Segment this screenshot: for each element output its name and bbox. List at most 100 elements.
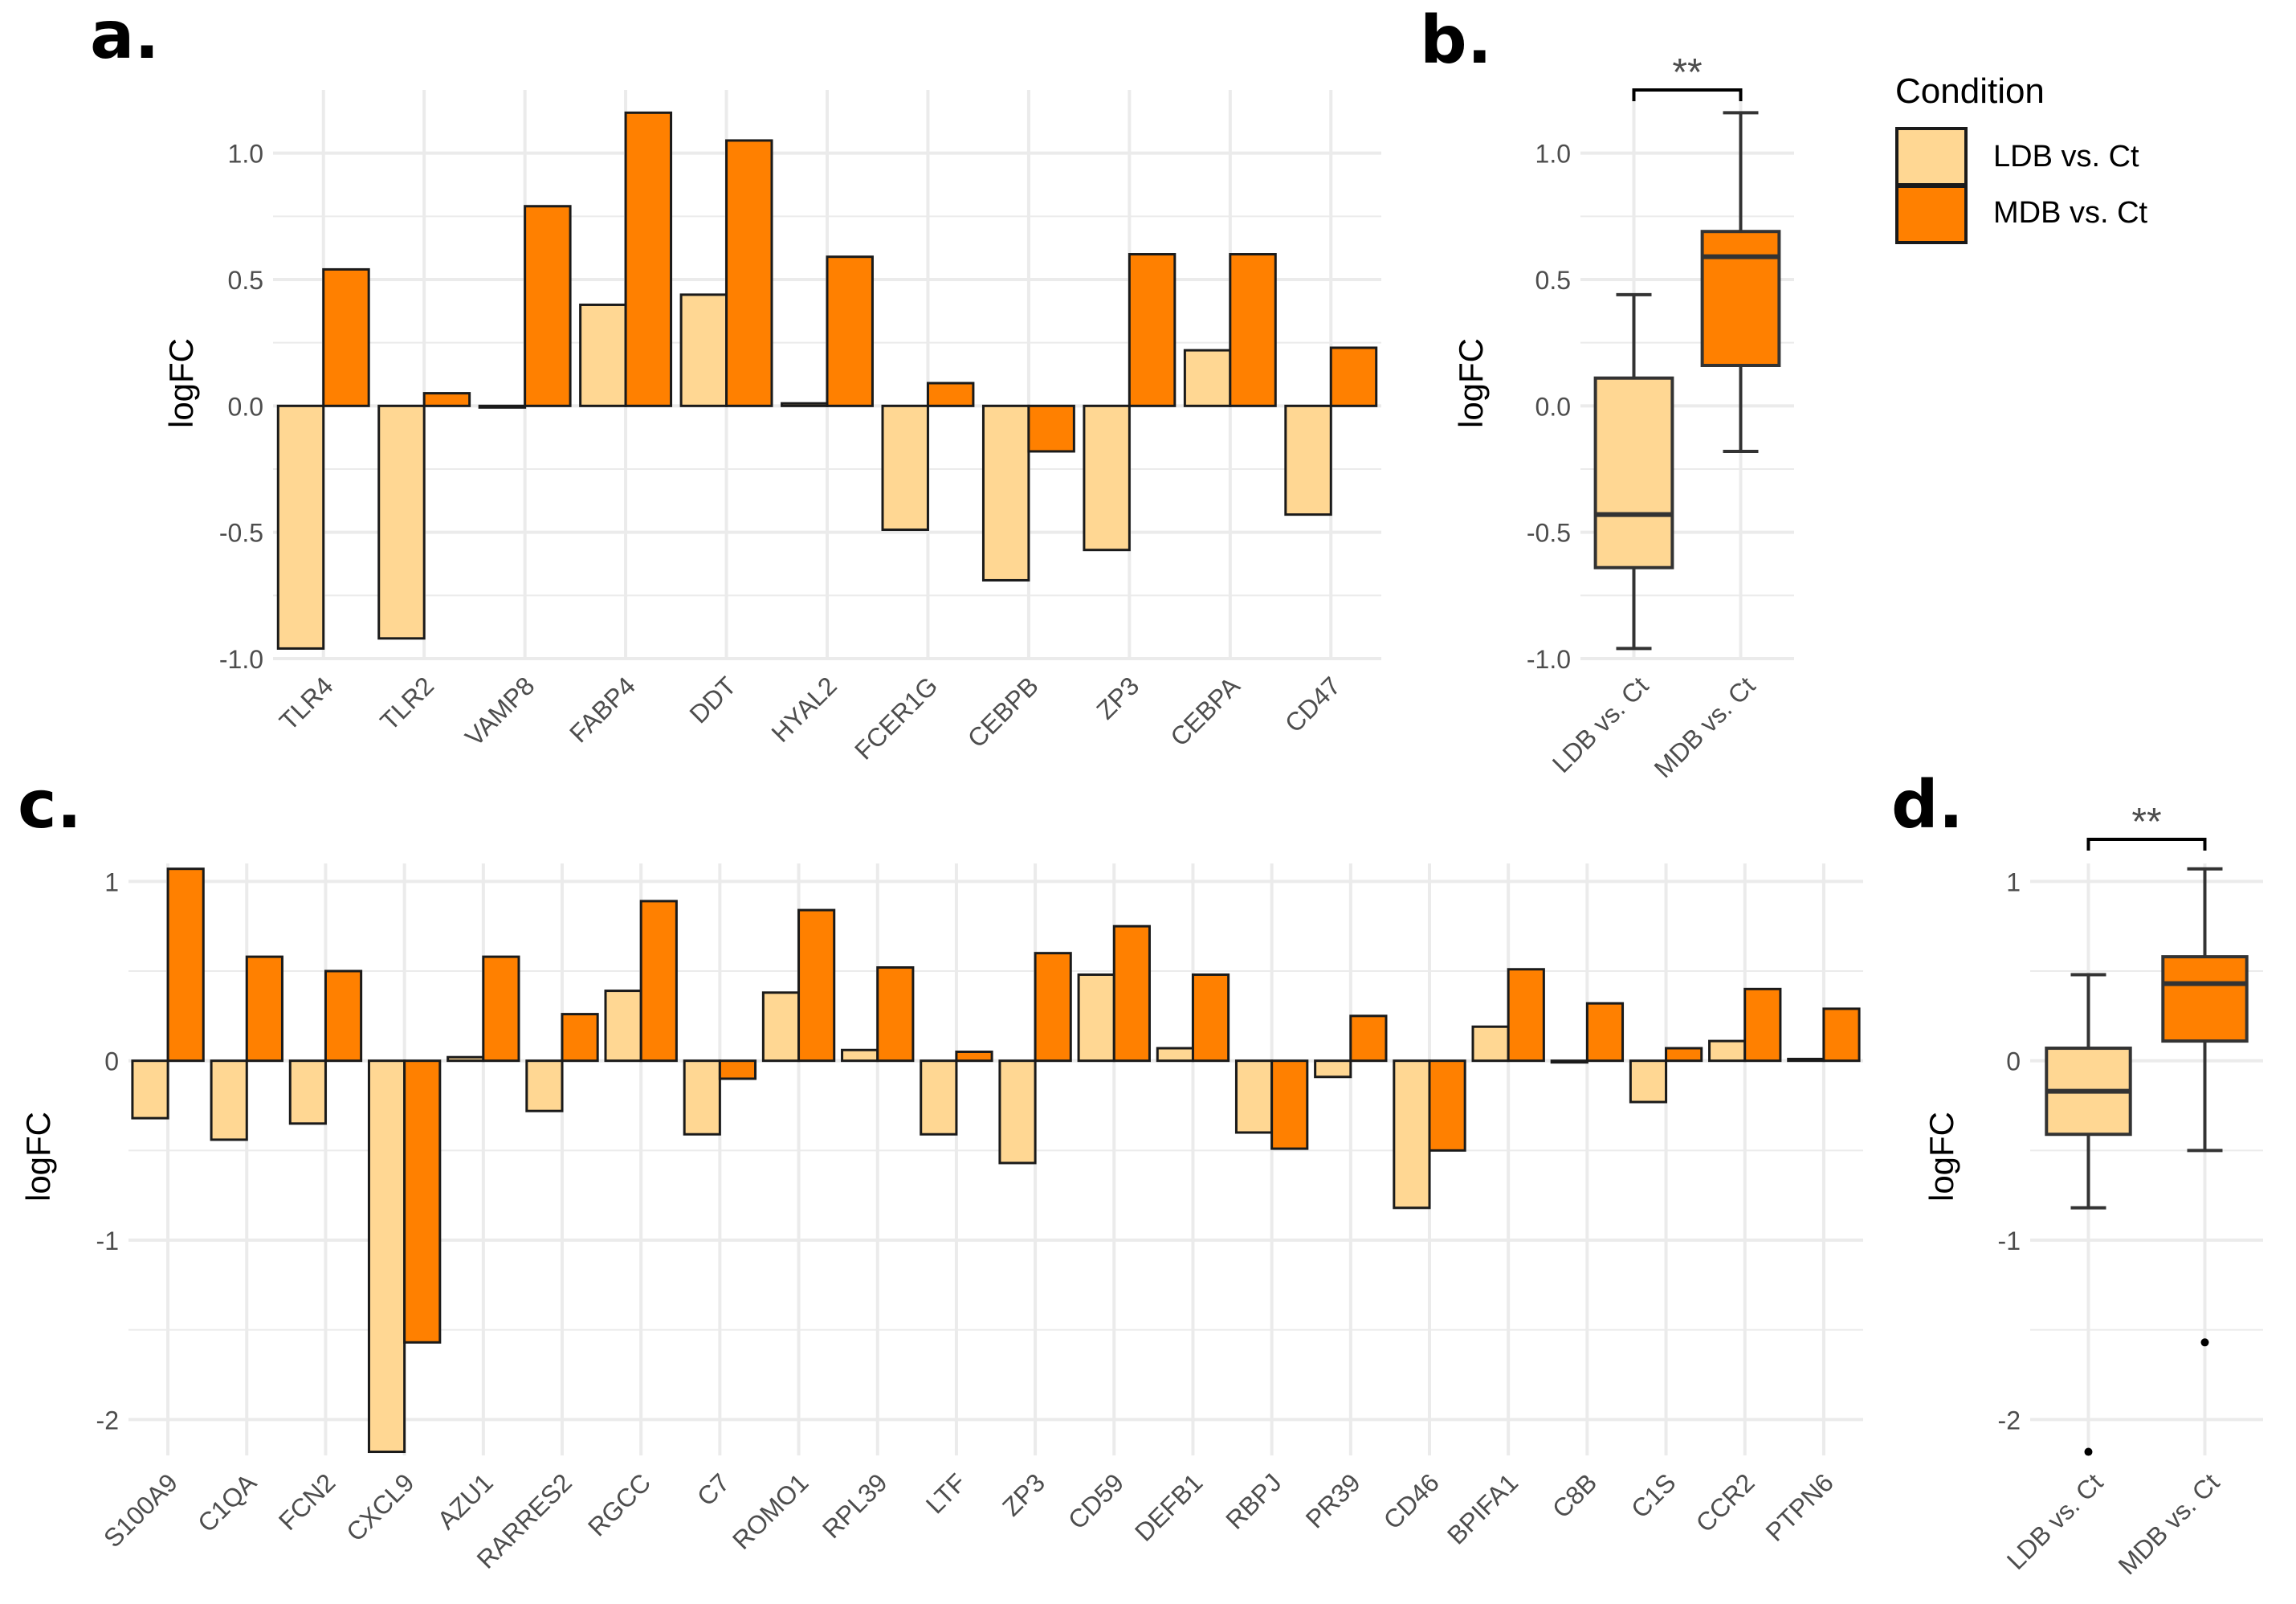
- panel-b-xtick-label: MDB vs. Ct: [1649, 671, 1761, 783]
- panel-c-bar-s100a9-ldb: [131, 1059, 169, 1120]
- panel-a-bar-fabp4-ldb: [579, 303, 627, 407]
- panel-b-significance-label: **: [1672, 51, 1702, 94]
- panel-c-bar-s100a9-mdb: [166, 867, 205, 1063]
- panel-a-ytick-label: 1.0: [228, 140, 263, 169]
- panel-c-bar-cd46-ldb: [1393, 1059, 1431, 1210]
- panel-a-bar-cd47-mdb: [1329, 346, 1378, 407]
- panel-d-xtick-label: MDB vs. Ct: [2113, 1467, 2225, 1580]
- panel-c-bar-rgcc-mdb: [639, 900, 678, 1063]
- panel-a-xtick-label: VAMP8: [459, 671, 540, 751]
- panel-c-xtick-label: CCR2: [1690, 1467, 1760, 1537]
- panel-c-xtick-label: RPL39: [817, 1467, 893, 1544]
- panel-c-label: c.: [18, 767, 82, 843]
- panel-c-xtick-label: C1QA: [192, 1467, 263, 1538]
- panel-d-box-mdb: [2161, 955, 2249, 1043]
- panel-b-ylabel: logFC: [1452, 338, 1490, 428]
- panel-b-significance-bracket: [1632, 88, 1743, 101]
- panel-c-bar-bpifa1-ldb: [1471, 1025, 1510, 1063]
- panel-c-bar-azu1-mdb: [482, 955, 520, 1063]
- panel-d-xtick-label: LDB vs. Ct: [2001, 1467, 2109, 1575]
- panel-c-bar-cd59-mdb: [1112, 924, 1151, 1063]
- panel-d-ytick-label: -2: [1998, 1406, 2021, 1435]
- panel-c-xtick-label: AZU1: [431, 1467, 498, 1534]
- panel-a-ylabel: logFC: [162, 338, 200, 428]
- panel-b-xtick-label: LDB vs. Ct: [1547, 671, 1654, 778]
- panel-c-ytick-label: -1: [96, 1226, 119, 1255]
- legend-label-ldb: LDB vs. Ct: [1993, 140, 2139, 173]
- panel-d-outlier-mdb: [2200, 1338, 2209, 1347]
- panel-c-bar-c1qa-mdb: [245, 955, 283, 1063]
- panel-c-bar-pr39-mdb: [1349, 1014, 1388, 1063]
- legend-label-mdb: MDB vs. Ct: [1993, 196, 2148, 230]
- panel-a-bar-tlr2-ldb: [377, 404, 426, 640]
- panel-c-bar-rbpj-mdb: [1270, 1059, 1309, 1150]
- panel-c-bar-ltf-mdb: [955, 1051, 993, 1063]
- panel-a-bar-fabp4-mdb: [624, 111, 673, 407]
- panel-a-xtick-label: CD47: [1279, 671, 1346, 737]
- panel-c-bar-fcn2-mdb: [324, 969, 363, 1063]
- panel-b-ytick-label: -1.0: [1527, 645, 1571, 674]
- panel-c-xtick-label: PTPN6: [1760, 1467, 1838, 1546]
- panel-a-bar-tlr4-mdb: [322, 267, 370, 407]
- panel-a-bar-zp3-ldb: [1083, 404, 1131, 552]
- panel-c-bar-azu1-ldb: [447, 1055, 485, 1063]
- panel-c-bar-romo1-mdb: [797, 908, 836, 1063]
- panel-d-ytick-label: -1: [1998, 1226, 2021, 1255]
- panel-a-xtick-label: CEBPB: [962, 671, 1044, 753]
- panel-c-bar-c1qa-ldb: [210, 1059, 248, 1141]
- panel-a-xtick-label: HYAL2: [765, 671, 842, 747]
- panel-c-bar-ptpn6-ldb: [1787, 1057, 1825, 1063]
- panel-c-ytick-label: 1: [104, 867, 119, 896]
- panel-c-bar-cd59-ldb: [1077, 973, 1115, 1063]
- panel-c-xtick-label: FCN2: [273, 1467, 341, 1536]
- panel-c-bar-ptpn6-mdb: [1822, 1007, 1861, 1063]
- legend-swatch-mdb: [1895, 185, 1968, 244]
- panel-c-bar-c7-mdb: [718, 1059, 757, 1080]
- panel-c-bar-zp3-ldb: [998, 1059, 1037, 1165]
- panel-a-bar-zp3-mdb: [1128, 253, 1177, 407]
- panel-c-bar-rarres2-ldb: [525, 1059, 564, 1112]
- panel-b-ytick-label: -0.5: [1527, 519, 1571, 548]
- panel-a-bar-hyal2-mdb: [826, 255, 874, 407]
- panel-a-xtick-label: ZP3: [1091, 671, 1144, 724]
- panel-d-significance-bracket: [2086, 838, 2207, 851]
- panel-a-bar-fcer1g-mdb: [926, 382, 975, 407]
- panel-c-bar-bpifa1-mdb: [1507, 968, 1545, 1063]
- panel-c-xtick-label: BPIFA1: [1442, 1467, 1523, 1549]
- panel-c-bar-ccr2-ldb: [1708, 1039, 1747, 1063]
- panel-a-bar-vamp8-mdb: [524, 205, 572, 407]
- panel-a-xtick-label: DDT: [684, 671, 742, 729]
- legend: Condition LDB vs. Ct MDB vs. Ct: [1895, 71, 2148, 244]
- panel-a-bar-cebpa-ldb: [1183, 349, 1232, 407]
- panel-a-bar-tlr4-ldb: [276, 404, 325, 650]
- panel-a-bar-vamp8-ldb: [478, 404, 527, 409]
- panel-d-label: d.: [1891, 767, 1964, 843]
- panel-a-ytick-label: -1.0: [219, 645, 263, 674]
- panel-d-box-plot: -2 -1 0 1 LDB vs. Ct MDB vs. Ct **: [1998, 801, 2263, 1580]
- panel-a-bar-ddt-mdb: [725, 139, 773, 407]
- panel-a-xtick-label: FABP4: [564, 671, 641, 748]
- panel-a-xtick-label: TLR2: [374, 671, 439, 736]
- panel-c-ytick-label: 0: [104, 1047, 119, 1076]
- panel-c-xtick-label: RBPJ: [1220, 1467, 1287, 1534]
- panel-c-xtick-label: DEFB1: [1129, 1467, 1208, 1546]
- panel-c-xtick-label: PR39: [1300, 1467, 1366, 1533]
- panel-c-bar-ccr2-mdb: [1743, 987, 1782, 1063]
- panel-a-ytick-label: -0.5: [219, 519, 263, 548]
- panel-c-bar-c1s-ldb: [1629, 1059, 1668, 1104]
- panel-a-xtick-label: FCER1G: [849, 671, 943, 765]
- panel-a-ytick-label: 0.5: [228, 266, 263, 295]
- panel-c-bar-fcn2-ldb: [288, 1059, 327, 1125]
- panel-d-ylabel: logFC: [1923, 1112, 1960, 1202]
- panel-a-bar-cebpb-mdb: [1027, 404, 1075, 453]
- panel-a-bar-tlr2-mdb: [422, 392, 471, 407]
- panel-a-bar-cd47-ldb: [1284, 404, 1332, 516]
- panel-a-bar-ddt-ldb: [679, 293, 728, 407]
- panel-b-ytick-label: 0.0: [1535, 392, 1571, 421]
- panel-b-box-ldb: [1593, 376, 1674, 569]
- panel-c-bar-c1s-mdb: [1665, 1047, 1703, 1063]
- panel-a-label: a.: [90, 0, 159, 74]
- panel-c-ytick-label: -2: [96, 1406, 119, 1435]
